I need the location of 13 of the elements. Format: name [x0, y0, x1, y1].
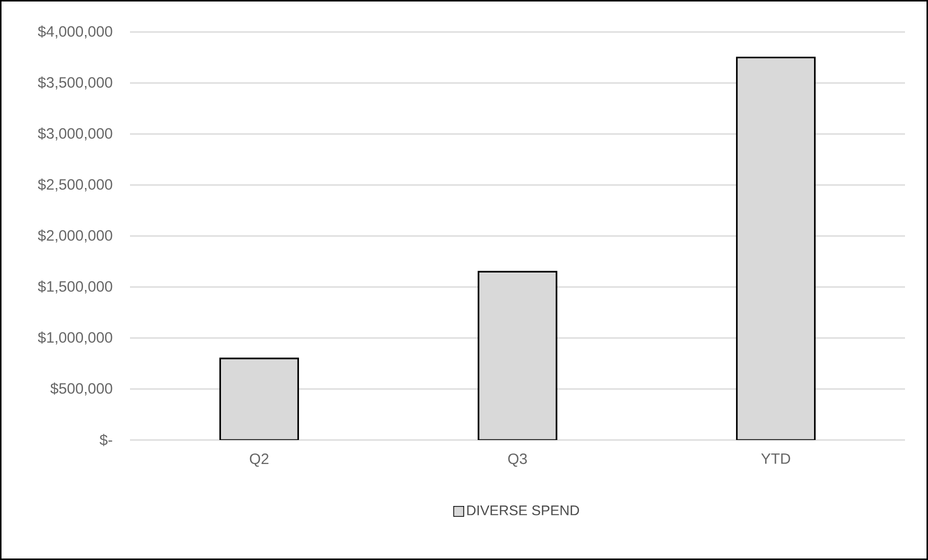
- y-tick-label: $-: [100, 434, 112, 446]
- y-tick-label: $2,000,000: [38, 229, 112, 243]
- x-tick-label: YTD: [761, 453, 790, 464]
- y-tick-label: $500,000: [50, 382, 112, 396]
- y-tick-label: $2,500,000: [38, 178, 112, 192]
- y-tick-label: $3,000,000: [38, 127, 112, 141]
- y-tick-label: $4,000,000: [38, 25, 112, 39]
- legend-label: DIVERSE SPEND: [467, 505, 580, 516]
- x-tick-label: Q2: [250, 453, 268, 467]
- y-tick-label: $3,500,000: [38, 76, 112, 90]
- y-tick-label: $1,000,000: [38, 331, 112, 345]
- x-tick-label: Q3: [508, 453, 527, 467]
- y-tick-label: $1,500,000: [38, 280, 112, 294]
